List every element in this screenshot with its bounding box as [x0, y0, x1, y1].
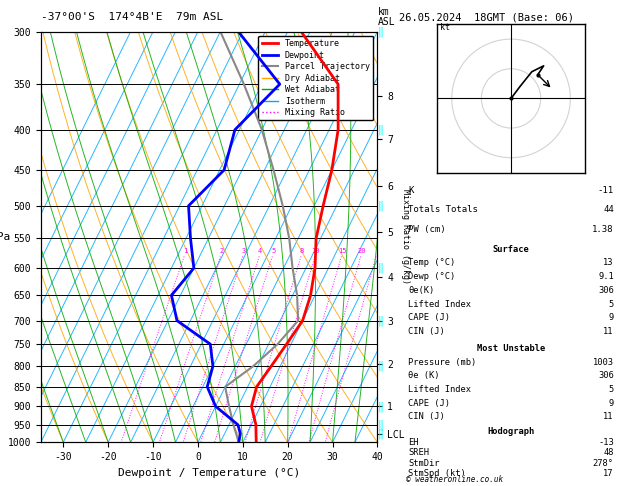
Text: StmDir: StmDir [408, 459, 440, 468]
Text: © weatheronline.co.uk: © weatheronline.co.uk [406, 474, 503, 484]
Text: PW (cm): PW (cm) [408, 225, 446, 234]
Text: CAPE (J): CAPE (J) [408, 399, 450, 408]
Text: 44: 44 [603, 206, 614, 214]
Text: ‖: ‖ [377, 401, 384, 412]
Text: EH: EH [408, 438, 419, 447]
Text: ‖: ‖ [377, 419, 384, 430]
X-axis label: Dewpoint / Temperature (°C): Dewpoint / Temperature (°C) [118, 468, 300, 478]
Text: 278°: 278° [593, 459, 614, 468]
Text: θe(K): θe(K) [408, 286, 435, 295]
Text: 3: 3 [242, 247, 246, 254]
Text: 5: 5 [608, 385, 614, 394]
Text: 48: 48 [603, 449, 614, 457]
Text: 26.05.2024  18GMT (Base: 06): 26.05.2024 18GMT (Base: 06) [399, 12, 574, 22]
Text: K: K [408, 186, 414, 195]
Text: Hodograph: Hodograph [487, 428, 535, 436]
Text: 17: 17 [603, 469, 614, 479]
Text: Lifted Index: Lifted Index [408, 385, 471, 394]
Text: hPa: hPa [0, 232, 11, 242]
Text: 1: 1 [183, 247, 187, 254]
Text: Dewp (°C): Dewp (°C) [408, 272, 455, 281]
Text: SREH: SREH [408, 449, 430, 457]
Text: Temp (°C): Temp (°C) [408, 259, 455, 267]
Text: ‖: ‖ [377, 428, 384, 439]
Text: CIN (J): CIN (J) [408, 327, 445, 336]
Text: kt: kt [440, 23, 450, 32]
Text: 1003: 1003 [593, 358, 614, 367]
Text: km
ASL: km ASL [377, 7, 395, 28]
Text: 11: 11 [603, 412, 614, 421]
Text: 9: 9 [608, 313, 614, 322]
Text: 5: 5 [271, 247, 276, 254]
Text: CAPE (J): CAPE (J) [408, 313, 450, 322]
Text: 8: 8 [299, 247, 304, 254]
Text: -13: -13 [598, 438, 614, 447]
Text: ‖: ‖ [377, 361, 384, 371]
Text: Lifted Index: Lifted Index [408, 299, 471, 309]
Text: Most Unstable: Most Unstable [477, 344, 545, 353]
Text: Pressure (mb): Pressure (mb) [408, 358, 477, 367]
Text: StmSpd (kt): StmSpd (kt) [408, 469, 466, 479]
Text: 9.1: 9.1 [598, 272, 614, 281]
Text: 15: 15 [338, 247, 347, 254]
Text: 1.38: 1.38 [593, 225, 614, 234]
Text: ‖: ‖ [377, 124, 384, 135]
Text: 20: 20 [357, 247, 366, 254]
Text: ‖: ‖ [377, 315, 384, 326]
Text: ‖: ‖ [377, 26, 384, 37]
Text: 11: 11 [603, 327, 614, 336]
Text: 4: 4 [258, 247, 262, 254]
Text: 9: 9 [608, 399, 614, 408]
Text: Totals Totals: Totals Totals [408, 206, 478, 214]
Text: Mixing Ratio (g/kg): Mixing Ratio (g/kg) [401, 190, 410, 284]
Text: CIN (J): CIN (J) [408, 412, 445, 421]
Text: 306: 306 [598, 286, 614, 295]
Text: 10: 10 [311, 247, 320, 254]
Text: 306: 306 [598, 371, 614, 381]
Text: Surface: Surface [493, 244, 530, 254]
Text: -11: -11 [598, 186, 614, 195]
Text: ‖: ‖ [377, 201, 384, 211]
Text: 2: 2 [219, 247, 223, 254]
Text: θe (K): θe (K) [408, 371, 440, 381]
Text: ‖: ‖ [377, 263, 384, 273]
Text: -37°00'S  174°4B'E  79m ASL: -37°00'S 174°4B'E 79m ASL [41, 12, 223, 22]
Text: 13: 13 [603, 259, 614, 267]
Legend: Temperature, Dewpoint, Parcel Trajectory, Dry Adiabat, Wet Adiabat, Isotherm, Mi: Temperature, Dewpoint, Parcel Trajectory… [259, 36, 373, 121]
Text: 5: 5 [608, 299, 614, 309]
